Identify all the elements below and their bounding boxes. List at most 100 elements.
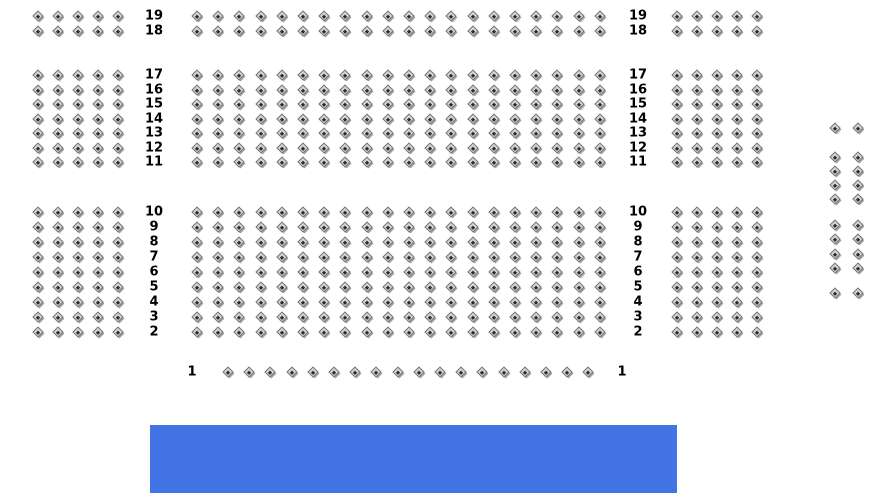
seat-icon[interactable]: [691, 311, 704, 323]
seat-icon[interactable]: [360, 113, 374, 125]
seat-icon[interactable]: [751, 311, 764, 323]
seat-icon[interactable]: [488, 142, 501, 154]
seat-icon[interactable]: [466, 266, 480, 278]
seat-icon[interactable]: [691, 221, 704, 233]
seat-icon[interactable]: [488, 69, 501, 81]
seat-icon[interactable]: [711, 266, 724, 278]
seat-icon[interactable]: [297, 25, 310, 37]
seat-icon[interactable]: [594, 84, 607, 96]
seat-icon[interactable]: [339, 142, 352, 154]
seat-icon[interactable]: [403, 84, 416, 96]
seat-icon[interactable]: [191, 221, 204, 233]
seat-icon[interactable]: [222, 366, 235, 378]
seat-icon[interactable]: [233, 221, 246, 233]
seat-icon[interactable]: [829, 179, 842, 191]
seat-icon[interactable]: [751, 113, 764, 125]
seat-icon[interactable]: [360, 98, 374, 110]
seat-icon[interactable]: [254, 98, 268, 110]
seat-icon[interactable]: [509, 311, 522, 323]
seat-icon[interactable]: [191, 296, 204, 308]
seat-icon[interactable]: [112, 206, 125, 218]
seat-icon[interactable]: [829, 248, 842, 260]
seat-icon[interactable]: [370, 366, 383, 378]
seat-icon[interactable]: [691, 113, 704, 125]
seat-icon[interactable]: [382, 296, 395, 308]
seat-icon[interactable]: [403, 251, 416, 263]
seat-icon[interactable]: [671, 266, 684, 278]
seat-icon[interactable]: [382, 266, 395, 278]
seat-icon[interactable]: [52, 281, 65, 293]
seat-icon[interactable]: [382, 281, 395, 293]
seat-icon[interactable]: [671, 281, 684, 293]
seat-icon[interactable]: [92, 84, 105, 96]
seat-icon[interactable]: [254, 206, 268, 218]
seat-icon[interactable]: [297, 221, 310, 233]
seat-icon[interactable]: [233, 25, 246, 37]
seat-icon[interactable]: [551, 326, 564, 338]
seat-icon[interactable]: [711, 206, 724, 218]
seat-icon[interactable]: [391, 366, 405, 378]
seat-icon[interactable]: [382, 69, 395, 81]
seat-icon[interactable]: [488, 251, 501, 263]
seat-icon[interactable]: [403, 113, 416, 125]
seat-icon[interactable]: [829, 165, 842, 177]
seat-icon[interactable]: [276, 98, 289, 110]
seat-icon[interactable]: [711, 326, 724, 338]
seat-icon[interactable]: [52, 113, 65, 125]
seat-icon[interactable]: [751, 281, 764, 293]
seat-icon[interactable]: [488, 156, 501, 168]
seat-icon[interactable]: [551, 10, 564, 22]
seat-icon[interactable]: [297, 113, 310, 125]
seat-icon[interactable]: [276, 127, 289, 139]
seat-icon[interactable]: [731, 142, 744, 154]
seat-icon[interactable]: [233, 236, 246, 248]
seat-icon[interactable]: [445, 296, 458, 308]
seat-icon[interactable]: [339, 251, 352, 263]
seat-icon[interactable]: [254, 326, 268, 338]
seat-icon[interactable]: [191, 98, 204, 110]
seat-icon[interactable]: [445, 127, 458, 139]
seat-icon[interactable]: [731, 311, 744, 323]
seat-icon[interactable]: [212, 113, 225, 125]
seat-icon[interactable]: [243, 366, 256, 378]
seat-icon[interactable]: [32, 127, 45, 139]
seat-icon[interactable]: [731, 236, 744, 248]
seat-icon[interactable]: [212, 127, 225, 139]
seat-icon[interactable]: [339, 266, 352, 278]
seat-icon[interactable]: [276, 266, 289, 278]
seat-icon[interactable]: [711, 113, 724, 125]
seat-icon[interactable]: [572, 10, 586, 22]
seat-icon[interactable]: [191, 266, 204, 278]
seat-icon[interactable]: [32, 221, 45, 233]
seat-icon[interactable]: [318, 142, 331, 154]
seat-icon[interactable]: [466, 113, 480, 125]
seat-icon[interactable]: [212, 156, 225, 168]
seat-icon[interactable]: [72, 311, 85, 323]
seat-icon[interactable]: [530, 142, 543, 154]
seat-icon[interactable]: [711, 281, 724, 293]
seat-icon[interactable]: [382, 142, 395, 154]
seat-icon[interactable]: [466, 10, 480, 22]
seat-icon[interactable]: [711, 69, 724, 81]
seat-icon[interactable]: [509, 221, 522, 233]
seat-icon[interactable]: [339, 156, 352, 168]
seat-icon[interactable]: [32, 281, 45, 293]
seat-icon[interactable]: [297, 326, 310, 338]
seat-icon[interactable]: [403, 311, 416, 323]
seat-icon[interactable]: [424, 221, 437, 233]
seat-icon[interactable]: [360, 221, 374, 233]
seat-icon[interactable]: [445, 84, 458, 96]
seat-icon[interactable]: [276, 113, 289, 125]
seat-icon[interactable]: [530, 206, 543, 218]
seat-icon[interactable]: [32, 142, 45, 154]
seat-icon[interactable]: [112, 311, 125, 323]
seat-icon[interactable]: [403, 281, 416, 293]
seat-icon[interactable]: [691, 281, 704, 293]
seat-icon[interactable]: [445, 266, 458, 278]
seat-icon[interactable]: [488, 311, 501, 323]
seat-icon[interactable]: [711, 311, 724, 323]
seat-icon[interactable]: [731, 251, 744, 263]
seat-icon[interactable]: [32, 84, 45, 96]
seat-icon[interactable]: [264, 366, 277, 378]
seat-icon[interactable]: [360, 296, 374, 308]
